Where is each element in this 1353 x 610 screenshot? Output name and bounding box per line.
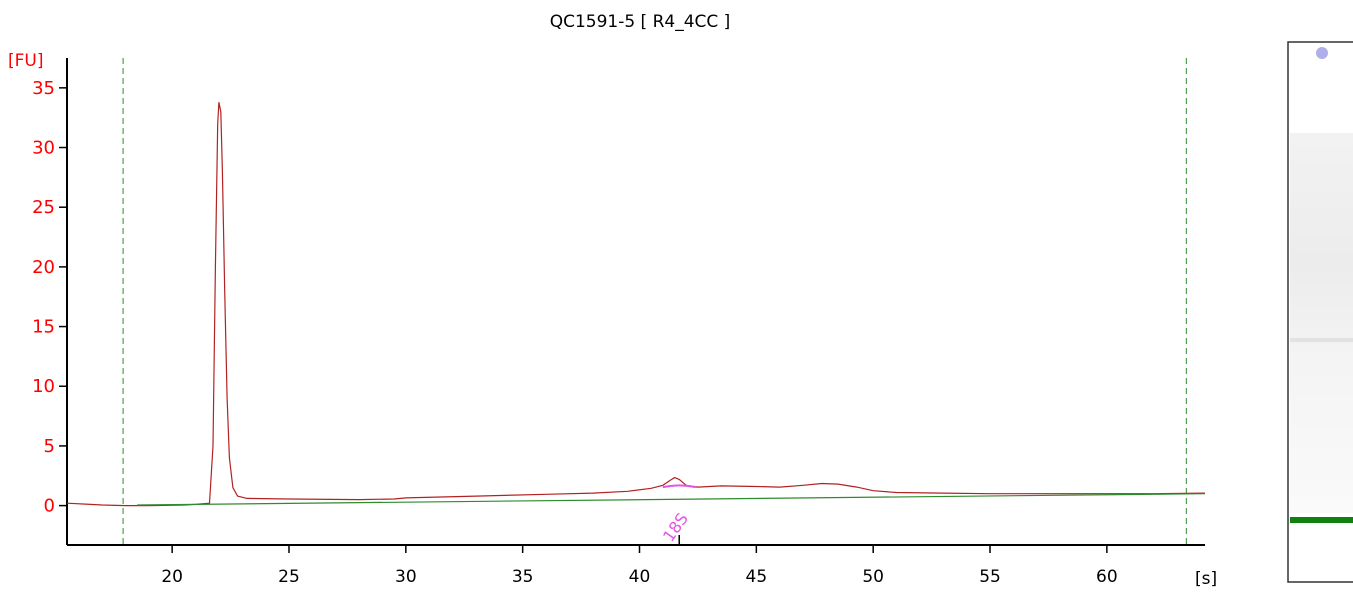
x-tick-label: 50	[862, 567, 884, 587]
peak-annotations: 18S	[659, 484, 696, 545]
gel-marker-dot	[1316, 47, 1328, 59]
y-tick-label: 25	[32, 197, 55, 218]
peak-area-marker	[662, 484, 696, 489]
y-axis-unit-label: [FU]	[8, 51, 44, 71]
x-tick-label: 60	[1096, 567, 1118, 587]
x-axis-ticks: 20 25 30 35 40 45 50 55 60	[161, 545, 1118, 587]
signal-trace	[66, 102, 1206, 507]
gel-lane-smear	[1290, 133, 1353, 513]
y-axis-ticks: 0 5 10 15 20 25 30 35	[32, 78, 67, 517]
range-markers	[122, 58, 1187, 545]
x-tick-label: 40	[629, 567, 651, 587]
gel-lane-faint-band	[1290, 338, 1353, 342]
gel-lane	[1287, 41, 1353, 583]
x-tick-label: 35	[512, 567, 534, 587]
y-tick-label: 5	[44, 436, 55, 457]
y-tick-label: 20	[32, 257, 55, 278]
chart-title: QC1591-5 [ R4_4CC ]	[550, 12, 731, 32]
y-tick-label: 15	[32, 317, 55, 338]
x-tick-label: 25	[278, 567, 300, 587]
x-tick-label: 30	[395, 567, 417, 587]
y-tick-label: 35	[32, 78, 55, 99]
x-tick-label: 45	[746, 567, 768, 587]
x-tick-label: 20	[161, 567, 183, 587]
y-tick-label: 30	[32, 138, 55, 159]
peak-label-18s: 18S	[659, 509, 692, 545]
x-tick-label: 55	[979, 567, 1001, 587]
y-tick-label: 10	[32, 376, 55, 397]
x-axis-unit-label: [s]	[1195, 569, 1217, 589]
gel-lower-marker-band	[1290, 517, 1353, 523]
series-group	[66, 102, 1206, 507]
y-tick-label: 0	[44, 496, 55, 517]
baseline-trace	[137, 493, 1206, 506]
